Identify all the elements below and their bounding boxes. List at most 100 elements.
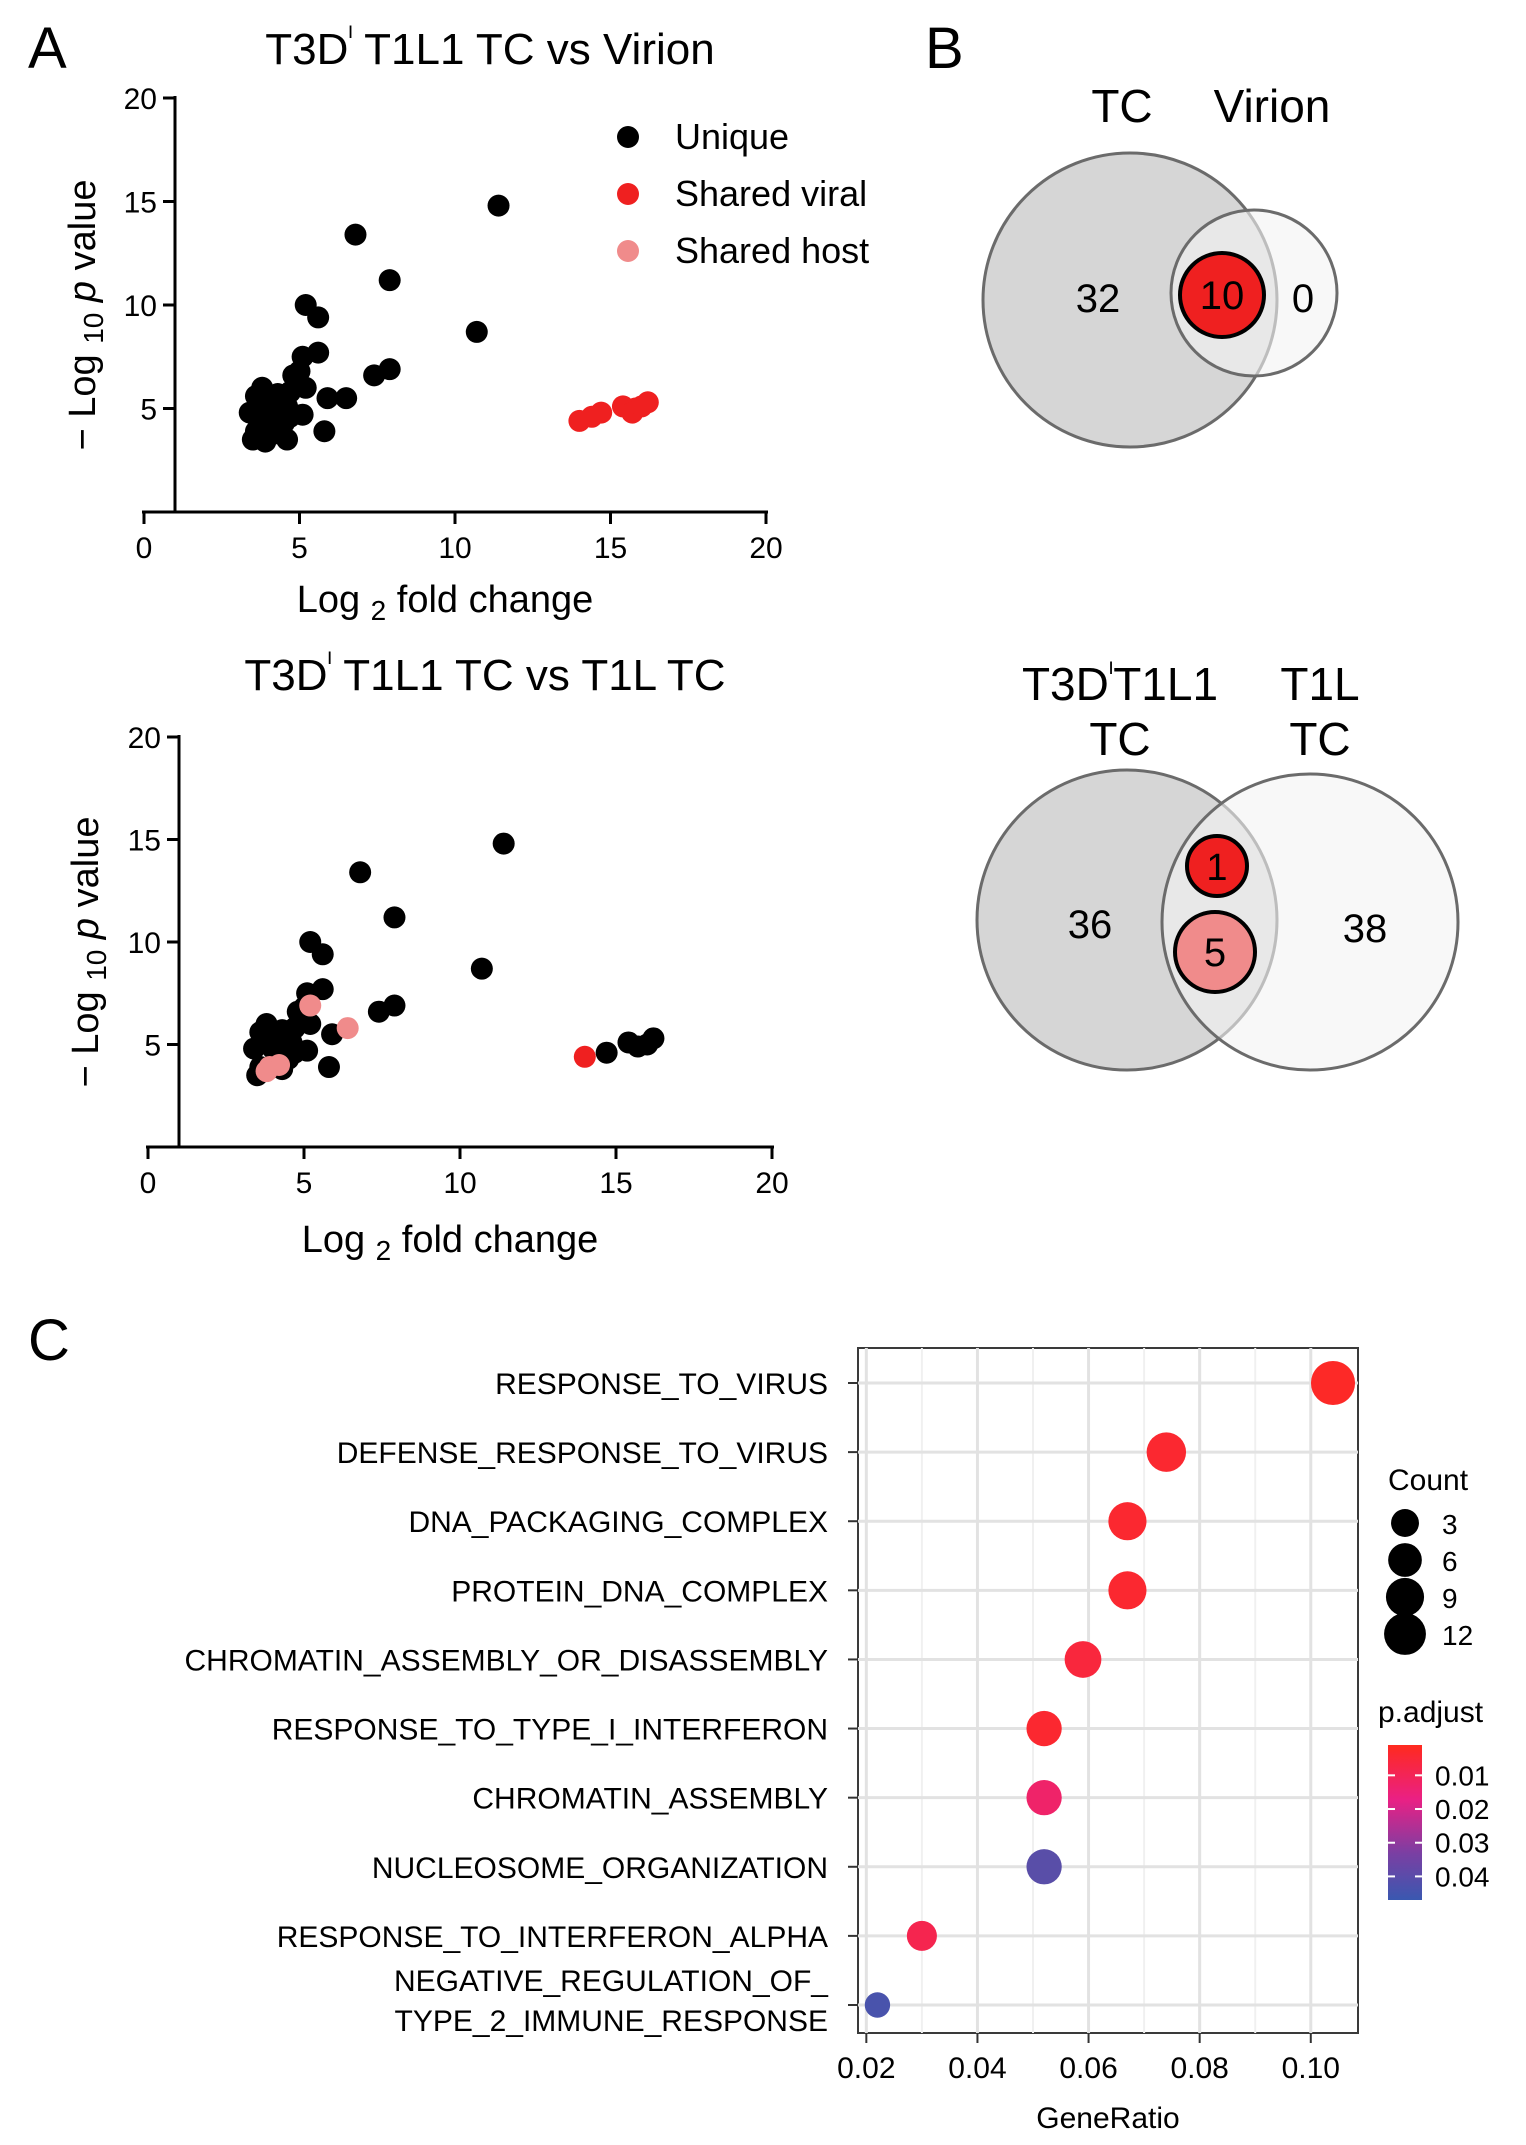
- count-legend-dot: [1385, 1577, 1425, 1617]
- category-label: TYPE_2_IMMUNE_RESPONSE: [395, 2005, 828, 2038]
- padjust-legend-label: 0.02: [1435, 1794, 1490, 1825]
- point-unique: [378, 269, 401, 292]
- legend-swatch-shared-host: [617, 240, 639, 262]
- y-tick-label: 15: [128, 825, 161, 858]
- venn-1-left-count: 32: [1076, 277, 1121, 321]
- volcano-2-x-label: Log 2 fold change: [302, 1219, 599, 1266]
- enrichment-dot: [1064, 1641, 1102, 1678]
- enrichment-dot: [864, 1992, 891, 2018]
- venn-1-shared-count: 10: [1200, 274, 1245, 318]
- category-label: CHROMATIN_ASSEMBLY_OR_DISASSEMBLY: [184, 1644, 828, 1677]
- count-legend-dot: [1384, 1613, 1426, 1655]
- point-unique: [595, 1041, 618, 1064]
- y-tick-label: 20: [124, 83, 157, 116]
- x-tick-label: 0.04: [948, 2052, 1006, 2085]
- x-tick-label: 10: [438, 532, 471, 565]
- count-legend-label: 9: [1442, 1583, 1458, 1614]
- count-legend-dot: [1388, 1543, 1422, 1577]
- venn-1-set-virion: Virion: [1214, 80, 1331, 132]
- x-tick-label: 15: [594, 532, 627, 565]
- y-tick-label: 10: [128, 927, 161, 960]
- venn-2-shared-viral-marker: [1185, 834, 1249, 898]
- enrichment-dot: [1310, 1360, 1356, 1406]
- category-label: DNA_PACKAGING_COMPLEX: [408, 1506, 828, 1539]
- dot-plot-panel: [857, 1347, 1359, 2034]
- point-unique: [383, 906, 406, 929]
- point-unique: [317, 1056, 340, 1079]
- legend-swatch-shared-viral: [617, 183, 639, 205]
- x-tick-label: 10: [443, 1167, 476, 1200]
- dot-plot-x-axis: 0.02 0.04 0.06 0.08 0.10: [837, 2033, 1340, 2085]
- venn-2-shared-viral-count: 1: [1206, 847, 1227, 889]
- point-shared-host: [336, 1017, 359, 1040]
- panel-label-b: B: [925, 16, 964, 81]
- category-label: RESPONSE_TO_INTERFERON_ALPHA: [277, 1921, 828, 1954]
- padjust-legend: 0.010.020.030.04: [1388, 1760, 1490, 1892]
- point-unique: [487, 194, 510, 217]
- point-unique: [276, 428, 299, 451]
- category-label: PROTEIN_DNA_COMPLEX: [451, 1575, 828, 1608]
- venn-diagram-1: TC Virion 32 10 0: [981, 80, 1339, 449]
- legend-label-unique: Unique: [675, 116, 789, 157]
- x-tick-label: 5: [291, 532, 308, 565]
- dot-plot-grid: [858, 1348, 1358, 2033]
- category-label: DEFENSE_RESPONSE_TO_VIRUS: [337, 1437, 828, 1470]
- point-unique: [492, 832, 515, 855]
- category-label: NUCLEOSOME_ORGANIZATION: [372, 1852, 828, 1885]
- category-label: RESPONSE_TO_TYPE_I_INTERFERON: [272, 1714, 828, 1747]
- dot-plot-x-label: GeneRatio: [1036, 2102, 1179, 2135]
- point-unique: [254, 430, 277, 453]
- venn-1-right-count: 0: [1292, 277, 1314, 321]
- padjust-colorbar: [1388, 1745, 1422, 1900]
- venn-1-shared-marker: [1178, 251, 1266, 339]
- legend-label-shared-viral: Shared viral: [675, 173, 867, 214]
- point-unique: [316, 387, 339, 410]
- volcano-plot-1: T3Dᴵ T1L1 TC vs Virion − Log 10 p value …: [62, 20, 869, 626]
- enrichment-dot: [1026, 1849, 1062, 1885]
- point-unique: [299, 1013, 322, 1035]
- point-unique: [294, 376, 317, 399]
- point-unique: [335, 387, 358, 410]
- category-label: RESPONSE_TO_VIRUS: [495, 1368, 828, 1401]
- x-tick-label: 15: [599, 1167, 632, 1200]
- venn-2-set-right-line2: TC: [1289, 713, 1350, 765]
- point-unique: [296, 1039, 319, 1062]
- point-unique: [349, 861, 372, 884]
- point-unique: [291, 403, 314, 426]
- point-shared-viral: [630, 395, 653, 418]
- panel-label-c: C: [28, 1308, 70, 1373]
- point-unique: [470, 957, 493, 980]
- point-unique: [311, 978, 334, 1001]
- x-tick-label: 0: [140, 1167, 157, 1200]
- volcano-2-title: T3Dᴵ T1L1 TC vs T1L TC: [244, 646, 725, 700]
- point-unique: [367, 1000, 390, 1023]
- padjust-legend-label: 0.01: [1435, 1760, 1490, 1791]
- count-legend-label: 3: [1442, 1509, 1458, 1540]
- venn-diagram-2: T3DᴵT1L1 TC T1L TC 36 1 5 38: [975, 656, 1460, 1072]
- point-shared-viral: [590, 401, 613, 424]
- legend-label-shared-host: Shared host: [675, 230, 869, 271]
- enrichment-dot: [1108, 1502, 1147, 1541]
- enrichment-dot: [906, 1920, 937, 1951]
- point-unique: [311, 943, 334, 966]
- venn-2-set-left-line2: TC: [1089, 713, 1150, 765]
- point-shared-viral: [573, 1045, 596, 1068]
- padjust-legend-label: 0.04: [1435, 1861, 1490, 1892]
- x-tick-label: 20: [755, 1167, 788, 1200]
- category-label: CHROMATIN_ASSEMBLY: [472, 1783, 828, 1816]
- count-legend-title: Count: [1388, 1464, 1469, 1497]
- point-unique: [363, 364, 386, 387]
- enrichment-dot: [1026, 1710, 1062, 1747]
- point-unique: [636, 1033, 659, 1056]
- enrichment-dot: [1026, 1780, 1062, 1816]
- point-unique: [307, 306, 330, 329]
- padjust-legend-title: p.adjust: [1378, 1696, 1484, 1729]
- point-unique: [243, 1037, 266, 1060]
- x-tick-label: 0.02: [837, 2052, 895, 2085]
- venn-2-left-count: 36: [1068, 903, 1113, 947]
- volcano-1-y-label: − Log 10 p value: [62, 180, 109, 451]
- count-legend-label: 12: [1442, 1620, 1473, 1651]
- dot-plot-category-labels: RESPONSE_TO_VIRUS DEFENSE_RESPONSE_TO_VIR…: [184, 1368, 858, 2038]
- volcano-plot-2: T3Dᴵ T1L1 TC vs T1L TC − Log 10 p value …: [65, 646, 789, 1266]
- point-shared-host: [255, 1060, 278, 1083]
